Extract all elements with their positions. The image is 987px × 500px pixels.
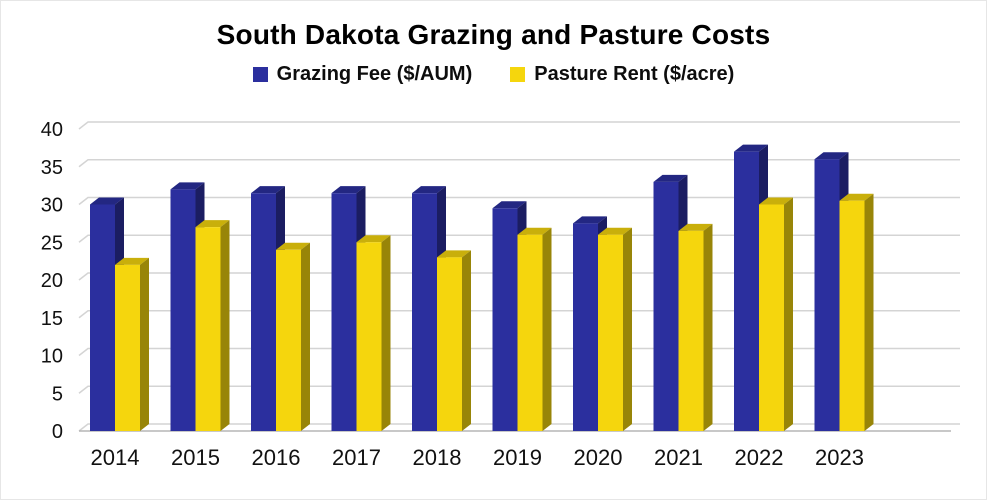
x-tick-label-2021: 2021	[654, 445, 703, 470]
legend-swatch-pasture-rent	[510, 67, 526, 82]
x-tick-label-2018: 2018	[413, 445, 462, 470]
bar-pasture-rent-2015	[195, 220, 230, 431]
legend-item-pasture-rent: Pasture Rent ($/acre)	[510, 63, 734, 86]
bar-group-2016	[251, 186, 310, 431]
bar-pasture-rent-2017	[356, 235, 391, 431]
bar-group-2023	[814, 152, 874, 431]
bar-pasture-rent-2022	[759, 197, 793, 431]
bar-pasture-rent-2019	[517, 227, 552, 431]
bar-group-2017	[331, 186, 391, 431]
x-tick-label-2015: 2015	[171, 445, 220, 470]
bar-group-2015	[170, 182, 230, 431]
bar-pasture-rent-2021	[678, 223, 713, 431]
y-axis-labels: 0 5 10 15 20 25 30 35 40	[41, 119, 63, 443]
x-tick-label-2016: 2016	[252, 445, 301, 470]
bar-pasture-rent-2016	[276, 242, 310, 431]
x-tick-label-2014: 2014	[91, 445, 140, 470]
x-tick-label-2023: 2023	[815, 445, 864, 470]
y-tick-label: 35	[41, 157, 63, 179]
bar-group-2020	[573, 216, 632, 431]
legend-swatch-grazing-fee	[252, 67, 268, 82]
bar-group-2021	[653, 174, 713, 431]
bar-pasture-rent-2014	[115, 257, 149, 431]
x-tick-label-2017: 2017	[332, 445, 381, 470]
legend-label-grazing-fee: Grazing Fee ($/AUM)	[276, 63, 473, 85]
y-tick-label: 25	[41, 232, 63, 254]
bar-group-2018	[412, 186, 471, 431]
y-tick-label: 40	[41, 119, 63, 141]
x-tick-label-2020: 2020	[574, 445, 623, 470]
y-tick-label: 10	[41, 346, 63, 368]
chart-canvas: 0 5 10 15 20 25 30 35 40 2014 2015 2016 2017 2018 2019…	[41, 119, 960, 470]
chart-title: South Dakota Grazing and Pasture Costs	[216, 19, 771, 50]
bar-pasture-rent-2023	[839, 193, 874, 431]
y-tick-label: 5	[52, 383, 63, 405]
legend-label-pasture-rent: Pasture Rent ($/acre)	[534, 63, 735, 85]
x-axis-labels: 2014 2015 2016 2017 2018 2019 2020 2021 2022 2023	[91, 445, 864, 470]
bar-group-2022	[734, 144, 793, 431]
bar-pasture-rent-2020	[598, 227, 632, 431]
bar-pasture-rent-2018	[437, 250, 471, 431]
x-tick-label-2019: 2019	[493, 445, 542, 470]
y-tick-label: 15	[41, 308, 63, 330]
x-tick-label-2022: 2022	[735, 445, 784, 470]
y-tick-label: 20	[41, 270, 63, 292]
legend-item-grazing-fee: Grazing Fee ($/AUM)	[252, 63, 473, 86]
gridlines	[78, 121, 960, 432]
y-tick-label: 30	[41, 195, 63, 217]
bar-group-2019	[492, 201, 552, 431]
bar-group-2014	[90, 197, 149, 431]
legend: Grazing Fee ($/AUM) Pasture Rent ($/acre…	[1, 63, 986, 86]
y-tick-label: 0	[52, 421, 63, 443]
